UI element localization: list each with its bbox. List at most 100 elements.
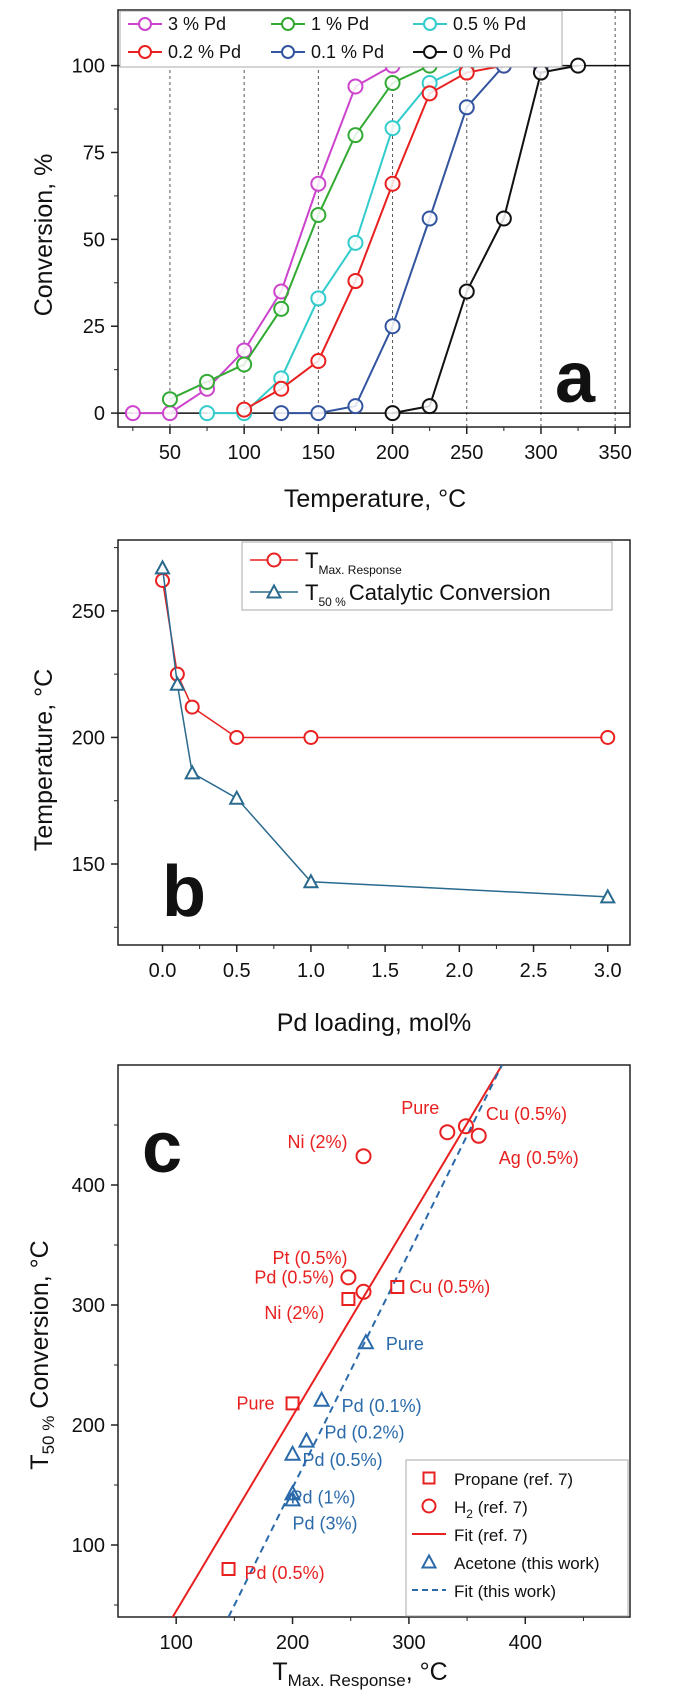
panel-b-x-tick-label: 2.5: [520, 960, 548, 982]
panel-a-data-point: [384, 120, 401, 137]
panel-b-axes: 0.0 0.5 1.0 1.5 2.0 2.5 3.0 150 200 250: [72, 539, 631, 982]
panel-b-data-point: [184, 764, 201, 780]
panel-a-x-tick-label: 350: [598, 442, 631, 464]
panel-a-data-point: [310, 405, 327, 422]
panel-b-letter: b: [162, 852, 206, 932]
panel-c-point-label: Pd (3%): [293, 1513, 358, 1533]
panel-a-legend-label: 0.5 % Pd: [453, 14, 526, 34]
panel-b-data-point: [303, 729, 319, 745]
panel-b-legend-label-sub: 50 %: [318, 595, 346, 609]
panel-a-data-point: [458, 64, 475, 81]
panel-a-y-tick-label: 100: [72, 56, 105, 78]
panel-c-data-point: [390, 1280, 405, 1294]
panel-a-legend-label: 1 % Pd: [311, 14, 369, 34]
panel-c-legend-swatch: [420, 1553, 438, 1569]
panel-b-plot-frame: [117, 539, 631, 946]
panel-a-data-point: [161, 405, 178, 422]
panel-b-y-tick-label: 200: [72, 727, 105, 749]
panel-c-point-label: Pd (0.2%): [325, 1423, 405, 1443]
panel-a-letter: a: [555, 338, 596, 418]
panel-c-x-tick-label: 400: [509, 1632, 542, 1654]
panel-b-legend-label-main: T: [305, 548, 318, 573]
panel-c-legend-label-main: H: [454, 1498, 466, 1517]
panel-c-point-label: Pure: [237, 1393, 275, 1413]
panel-a-data-point: [236, 356, 253, 373]
panel-c-legend-label: Acetone (this work): [454, 1554, 600, 1573]
panel-a-data-point: [199, 373, 216, 390]
panel-a-legend-marker: [423, 17, 437, 31]
panel-a-data-point: [458, 99, 475, 116]
panel-a-data-point: [273, 405, 290, 422]
panel-b-legend-label-suffix: Catalytic Conversion: [349, 580, 551, 605]
panel-c-data-point: [283, 1490, 302, 1507]
panel-c-y-tick-label: 200: [72, 1415, 105, 1437]
panel-a-data-point: [236, 401, 253, 418]
panel-a-axes: 50 100 150 200 250 300 350 0 25 50 75 100: [72, 9, 632, 464]
panel-c-point-label: Ni (2%): [288, 1132, 348, 1152]
panel-b-x-tick-label: 1.0: [297, 960, 325, 982]
panel-a-legend-label: 3 % Pd: [168, 14, 226, 34]
panel-c-legend-label-suffix: (ref. 7): [473, 1498, 528, 1517]
panel-b-x-axis-title: Pd loading, mol%: [277, 1009, 472, 1037]
panel-c-data-point: [340, 1269, 357, 1286]
panel-b-data-point: [600, 729, 616, 745]
panel-a-data-point: [310, 290, 327, 307]
panel-c-point-label: Pure: [386, 1334, 424, 1354]
panel-b-y-tick-label: 150: [72, 854, 105, 876]
panel-a-y-tick-label: 25: [83, 316, 105, 338]
panel-c-x-tick-label: 300: [392, 1632, 425, 1654]
panel-a-data-point: [273, 300, 290, 317]
panel-c-data-point: [283, 1444, 302, 1461]
panel-b-x-tick-label: 0.0: [149, 960, 177, 982]
panel-c-y-tick-label: 300: [72, 1295, 105, 1317]
panel-b-x-tick-label: 1.5: [371, 960, 399, 982]
panel-c-data-point: [285, 1396, 300, 1411]
panel-b-x-tick-label: 3.0: [594, 960, 622, 982]
panel-c-point-label: Pd (0.5%): [303, 1450, 383, 1470]
panel-a-data-point: [421, 210, 438, 227]
panel-b-data-point: [228, 789, 245, 805]
panel-c-x-axis-title: TMax. Response, °C: [272, 1658, 447, 1690]
panel-c-fit-line: [171, 1065, 503, 1617]
panel-b-x-tick-label: 0.5: [223, 960, 251, 982]
panel-a-y-tick-label: 50: [83, 229, 105, 251]
panel-a-data-point: [347, 234, 364, 251]
panel-a-data-point: [421, 398, 438, 415]
panel-c-legend-label-sub: 2: [466, 1507, 473, 1521]
panel-c-data-point: [221, 1562, 236, 1576]
panel-c-legend-label-main: Fit (this work): [454, 1582, 556, 1601]
panel-a-series-line: [243, 64, 505, 411]
panel-b-data-point: [302, 873, 320, 889]
panel-a-data-point: [570, 57, 587, 74]
panel-a-legend-marker: [423, 45, 437, 59]
panel-a-legend: 3 % Pd 1 % Pd 0.5 % Pd 0.2 % Pd 0.1 % Pd 0 % …: [119, 10, 563, 68]
panel-a-data-point: [310, 175, 327, 192]
panel-b-y-tick-label: 250: [72, 601, 105, 623]
panel-c-point-label: Pd (1%): [291, 1487, 356, 1507]
panel-c-data-point: [297, 1431, 316, 1448]
panel-c-chart: 100 200 300 400 100 200 300 400 Pd (0.5%) Pure Ni…: [26, 1064, 631, 1690]
panel-c-x-tick-label: 100: [159, 1632, 192, 1654]
panel-a-legend-box: [119, 10, 563, 68]
panel-c-point-label: Pd (0.1%): [342, 1396, 422, 1416]
panel-c-plot-frame: [117, 1064, 631, 1618]
panel-c-data-point: [439, 1124, 456, 1141]
panel-c-point-label: Pt (0.5%): [272, 1248, 347, 1268]
panel-c-legend-swatch: [421, 1498, 437, 1514]
panel-a-x-tick-label: 250: [450, 442, 483, 464]
panel-a-legend-label: 0.1 % Pd: [311, 42, 384, 62]
panel-c-letter: c: [142, 1108, 182, 1188]
panel-b-legend-label-sub: Max. Response: [318, 563, 402, 577]
panel-c-legend-label: Propane (ref. 7): [454, 1470, 573, 1489]
panel-c-x-tick-label: 200: [276, 1632, 309, 1654]
panel-b-series: [154, 559, 616, 904]
panel-b-series-line: [161, 580, 608, 739]
panel-a-data-point: [347, 78, 364, 95]
panel-c-legend-label: Fit (ref. 7): [454, 1526, 528, 1545]
panel-a-legend-marker: [138, 17, 152, 31]
panel-c-legend-label-main: Fit (ref. 7): [454, 1526, 528, 1545]
panel-a-y-axis-title: Conversion, %: [30, 154, 58, 317]
panel-a-series: [124, 57, 587, 422]
panel-b-legend-label-main: T: [305, 580, 318, 605]
